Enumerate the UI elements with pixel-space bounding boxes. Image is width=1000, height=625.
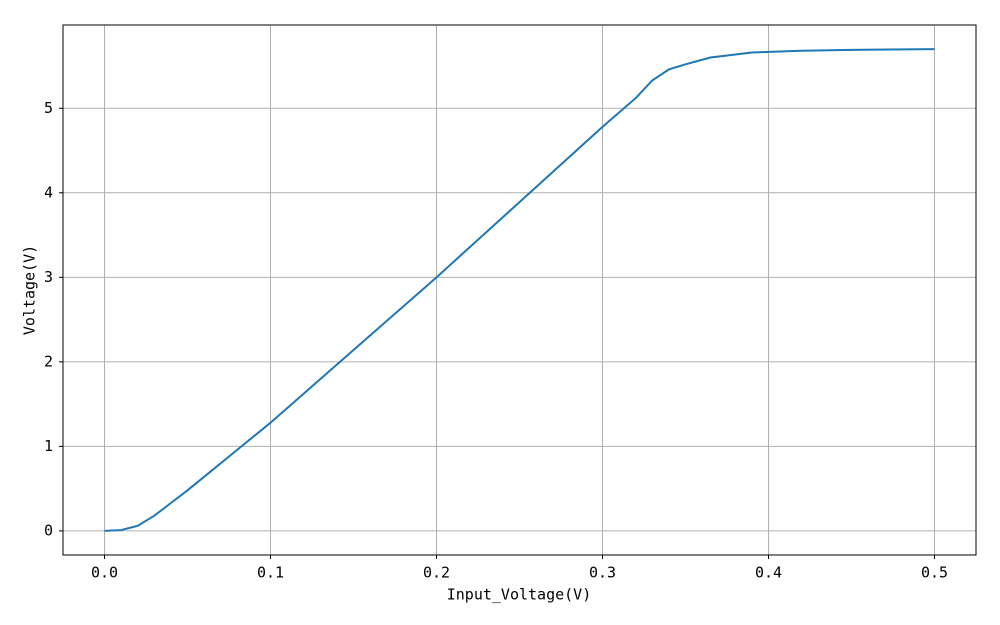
- x-axis-label: Input_Voltage(V): [447, 586, 592, 604]
- x-tick-label: 0.4: [755, 564, 782, 582]
- x-tick-label: 0.5: [921, 564, 948, 582]
- x-tick-label: 0.3: [589, 564, 616, 582]
- plot-frame: [62, 24, 977, 556]
- y-tick-label: 3: [44, 268, 53, 286]
- y-tick-label: 0: [44, 521, 53, 539]
- y-tick-label: 1: [44, 437, 53, 455]
- y-tick-label: 5: [44, 99, 53, 117]
- x-tick-label: 0.0: [91, 564, 118, 582]
- x-tick-label: 0.1: [257, 564, 284, 582]
- y-tick-label: 4: [44, 183, 53, 201]
- data-line: [104, 48, 935, 532]
- y-tick-label: 2: [44, 352, 53, 370]
- x-tick-label: 0.2: [423, 564, 450, 582]
- y-axis-label: Voltage(V): [21, 245, 39, 335]
